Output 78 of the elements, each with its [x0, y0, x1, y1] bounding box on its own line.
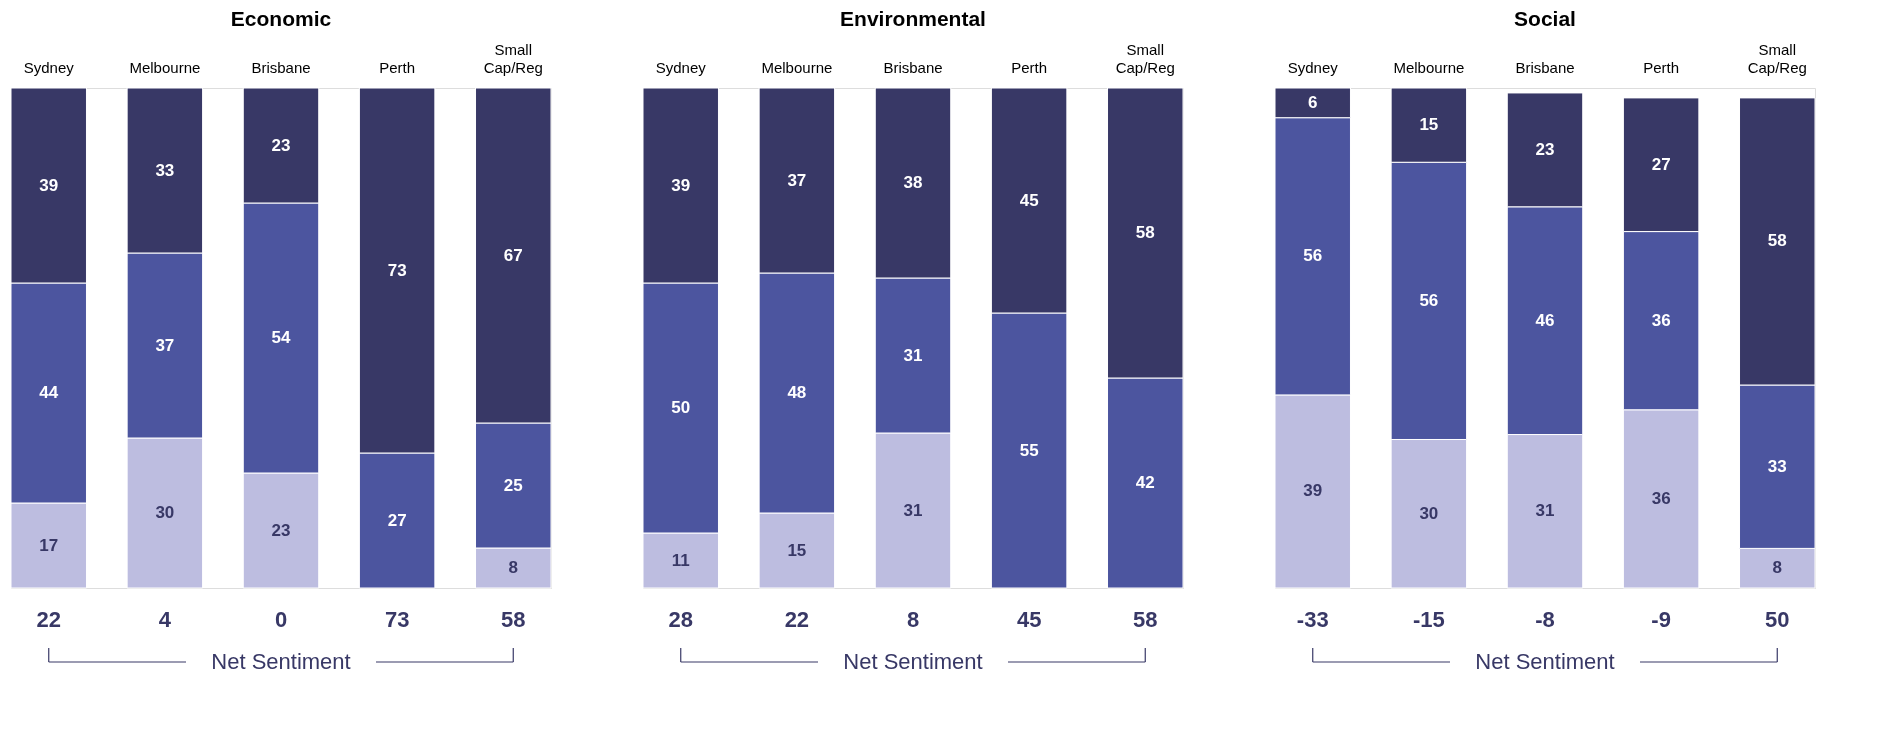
x-tick-label: Small Cap/Reg — [1747, 40, 1807, 76]
text: 58 — [1133, 607, 1158, 632]
x-tick-label: Small Cap/Reg — [1115, 40, 1175, 76]
text: 50 — [1765, 607, 1790, 632]
chart-title: Social — [1514, 7, 1576, 30]
data-label: 37 — [155, 335, 175, 355]
data-label: 44 — [39, 383, 59, 402]
data-label: 39 — [39, 175, 59, 195]
text: 4 — [158, 607, 172, 632]
data-label: 36 — [1651, 488, 1671, 508]
data-label: 23 — [1535, 139, 1555, 159]
data-label: 39 — [1303, 481, 1323, 501]
x-tick-label: Sydney — [23, 58, 75, 76]
data-label: 33 — [155, 160, 175, 180]
data-label: 42 — [1135, 473, 1155, 492]
x-tick-label: Sydney — [1287, 58, 1339, 76]
data-label: 15 — [787, 540, 807, 560]
data-label: 8 — [508, 558, 518, 577]
data-label: 27 — [387, 510, 407, 530]
data-label: 48 — [787, 383, 807, 402]
x-tick-label: Melbourne — [129, 58, 201, 76]
x-tick-label: Brisbane — [883, 58, 943, 76]
data-label: 45 — [1019, 190, 1039, 210]
chart-title: Environmental — [840, 7, 986, 30]
data-label: 46 — [1535, 310, 1555, 330]
data-label: 39 — [671, 175, 691, 195]
text: -33 — [1296, 607, 1329, 632]
data-label: 23 — [271, 520, 291, 540]
data-label: 56 — [1419, 290, 1439, 310]
text: 45 — [1016, 607, 1042, 632]
x-tick-label: Perth — [1643, 58, 1680, 76]
data-label: 8 — [1772, 558, 1782, 578]
x-tick-label: Perth — [379, 58, 416, 76]
data-label: 6 — [1308, 92, 1318, 112]
text: Net Sentiment — [843, 649, 983, 674]
x-tick-label: Perth — [1011, 58, 1048, 76]
data-label: 67 — [503, 245, 523, 265]
text: 58 — [501, 607, 526, 632]
text: 28 — [668, 607, 693, 632]
text: 22 — [784, 607, 810, 632]
x-tick-label: Melbourne — [1393, 58, 1465, 76]
data-label: 58 — [1135, 223, 1155, 242]
data-label: 33 — [1767, 456, 1787, 476]
data-label: 23 — [271, 135, 291, 155]
text: Net Sentiment — [1475, 649, 1615, 674]
data-label: 30 — [1419, 503, 1439, 523]
x-tick-label: Brisbane — [251, 58, 311, 76]
data-label: 27 — [1651, 154, 1671, 174]
data-label: 15 — [1419, 115, 1439, 135]
x-tick-label: Brisbane — [1515, 58, 1575, 76]
data-label: 25 — [503, 475, 523, 495]
data-label: 36 — [1651, 310, 1671, 330]
text: 8 — [906, 607, 920, 632]
x-tick-label: Sydney — [655, 58, 707, 76]
data-label: 55 — [1019, 440, 1039, 460]
text: 0 — [274, 607, 288, 632]
data-label: 54 — [271, 328, 291, 347]
chart-title: Economic — [230, 7, 332, 30]
data-label: 58 — [1767, 231, 1787, 251]
data-label: 50 — [671, 398, 691, 417]
data-label: 37 — [787, 170, 807, 190]
data-label: 56 — [1303, 246, 1323, 266]
text: -15 — [1412, 607, 1445, 632]
text: 22 — [36, 607, 61, 632]
data-label: 31 — [903, 500, 923, 520]
data-label: 73 — [387, 260, 407, 280]
data-label: 31 — [1535, 501, 1555, 521]
data-label: 30 — [155, 503, 175, 522]
data-label: 31 — [903, 345, 923, 365]
data-label: 38 — [903, 173, 923, 192]
data-label: 17 — [39, 535, 59, 555]
x-tick-label: Melbourne — [761, 58, 833, 76]
data-label: 11 — [671, 550, 690, 570]
text: -8 — [1535, 607, 1555, 632]
text: -9 — [1651, 607, 1671, 632]
text: 73 — [384, 607, 410, 632]
x-tick-label: Small Cap/Reg — [483, 40, 543, 76]
text: Net Sentiment — [211, 649, 351, 674]
